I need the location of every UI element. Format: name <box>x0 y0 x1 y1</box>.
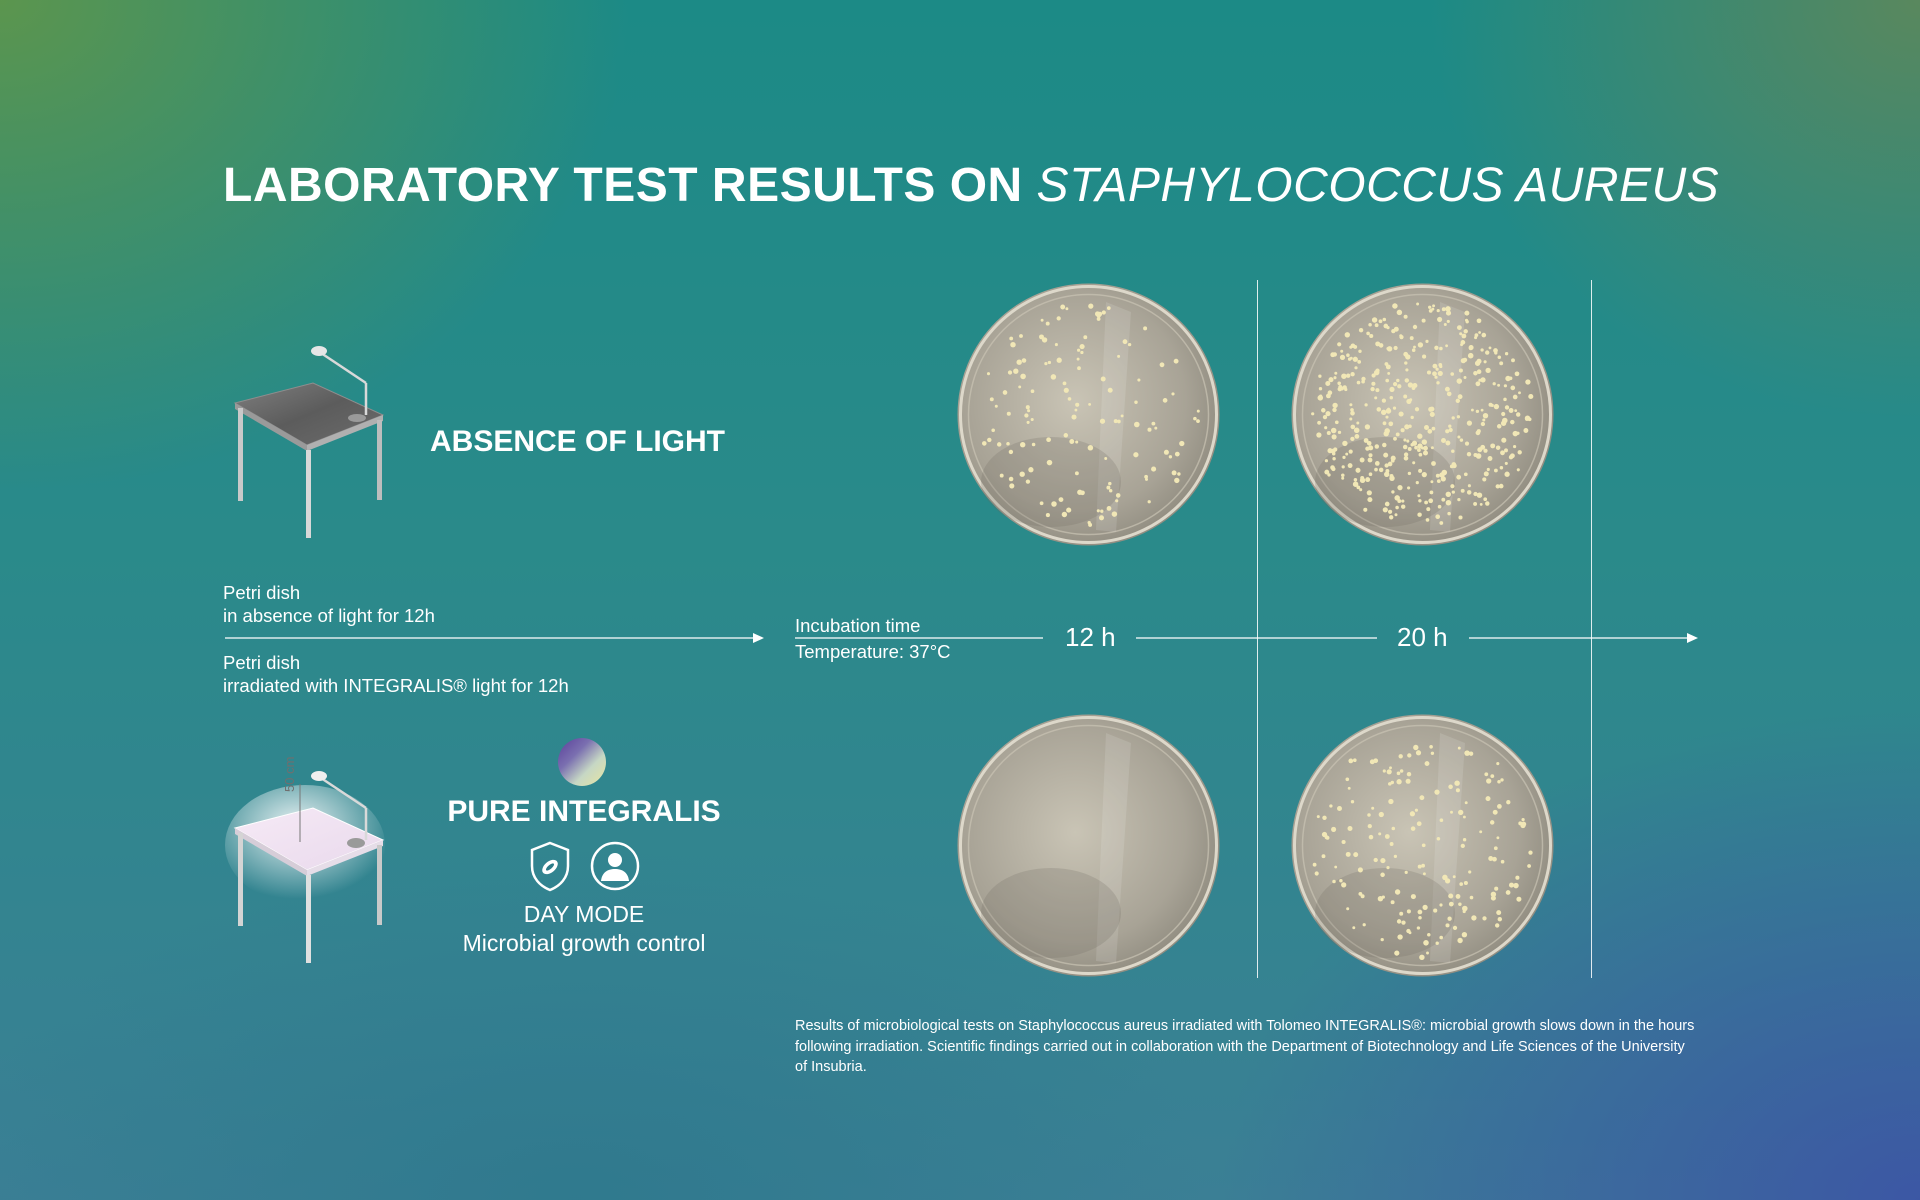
divider-20h <box>1591 280 1592 978</box>
temperature-label: Temperature: 37°C <box>795 641 951 662</box>
legend-top-line2: in absence of light for 12h <box>223 605 435 626</box>
petri-dish-integralis-12h <box>956 713 1221 978</box>
microbe-shield-icon <box>527 840 573 892</box>
legend-bottom: Petri dish irradiated with INTEGRALIS® l… <box>223 651 569 697</box>
incubation-time-label: Incubation time <box>795 615 921 636</box>
integralis-gradient-swatch <box>558 738 606 786</box>
title-species: STAPHYLOCOCCUS AUREUS <box>1036 159 1720 212</box>
results-caption: Results of microbiological tests on Stap… <box>795 1018 1695 1075</box>
timepoint-20h: 20 h <box>1397 622 1448 652</box>
timeline-arrow <box>795 631 1700 645</box>
legend-bottom-line1: Petri dish <box>223 652 301 673</box>
divider-12h <box>1257 280 1258 978</box>
petri-dish-integralis-20h <box>1290 713 1555 978</box>
pure-integralis-label: PURE INTEGRALIS <box>447 795 721 828</box>
desk-lamp-off-icon <box>225 345 395 540</box>
legend-bottom-line2: irradiated with INTEGRALIS® light for 12… <box>223 675 569 696</box>
legend-top-line1: Petri dish <box>223 582 301 603</box>
desk-lamp-on-icon <box>225 770 395 965</box>
person-icon <box>590 841 640 891</box>
mode-info: DAY MODE Microbial growth control <box>400 900 768 958</box>
absence-of-light-label: ABSENCE OF LIGHT <box>430 425 726 458</box>
petri-dish-absence-12h <box>956 282 1221 547</box>
page-title: LABORATORY TEST RESULTS ON STAPHYLOCOCCU… <box>223 158 1719 213</box>
legend-arrow <box>225 631 765 645</box>
legend-top: Petri dish in absence of light for 12h <box>223 581 435 627</box>
incubation-info: Incubation time Temperature: 37°C <box>795 614 950 663</box>
timepoint-12h: 12 h <box>1065 622 1116 652</box>
day-mode-label: DAY MODE <box>523 901 645 927</box>
distance-label: 50 cm <box>282 756 297 792</box>
petri-dish-absence-20h <box>1290 282 1555 547</box>
title-main: LABORATORY TEST RESULTS ON <box>223 159 1037 212</box>
mode-description: Microbial growth control <box>462 930 706 956</box>
